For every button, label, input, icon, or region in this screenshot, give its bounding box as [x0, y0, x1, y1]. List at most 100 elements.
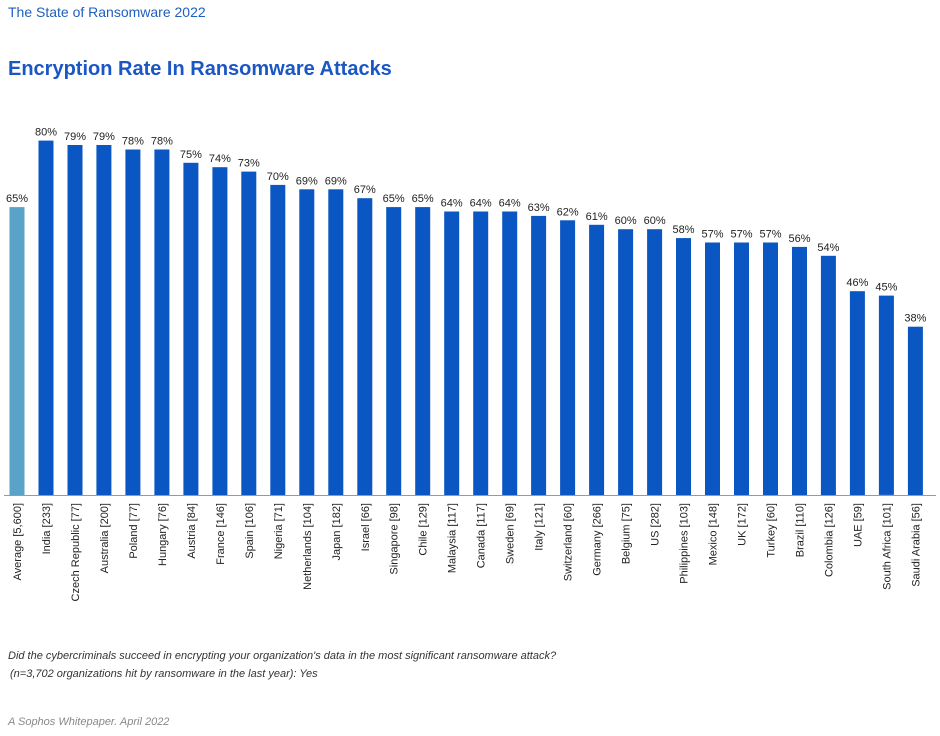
- bar-value-label: 64%: [470, 198, 492, 210]
- bar-average: [9, 207, 25, 495]
- bar: [792, 246, 807, 495]
- bar: [328, 189, 344, 496]
- bar-value-label: 75%: [180, 149, 202, 161]
- bar-value-label: 79%: [64, 131, 86, 143]
- bar-value-label: 67%: [354, 184, 376, 196]
- bar-value-label: 60%: [644, 215, 666, 227]
- bar-value-label: 73%: [238, 158, 260, 170]
- bar: [96, 145, 112, 495]
- category-label: UAE [59]: [852, 503, 864, 547]
- category-label: France [146]: [215, 503, 227, 565]
- bar: [415, 207, 431, 495]
- bar: [878, 295, 894, 495]
- bar: [183, 162, 199, 496]
- category-label: Brazil [110]: [795, 503, 807, 557]
- bar-value-label: 38%: [904, 313, 926, 325]
- bar: [357, 198, 373, 495]
- category-label: Netherlands [104]: [302, 503, 314, 590]
- category-label: Colombia [126]: [823, 503, 835, 577]
- category-label: Japan [182]: [331, 503, 343, 561]
- category-label: Average [5,600]: [12, 503, 24, 580]
- bar-chart: 65% Average [5,600] 80% India [233] 79% Czech…: [4, 127, 936, 601]
- bar: [531, 215, 547, 495]
- category-label: Mexico [148]: [708, 503, 720, 565]
- bar-value-label: 57%: [759, 229, 781, 241]
- bar-value-label: 60%: [615, 215, 637, 227]
- bar-value-label: 57%: [730, 229, 752, 241]
- bar-value-label: 58%: [672, 224, 694, 236]
- category-label: Spain [106]: [244, 503, 256, 559]
- bar: [125, 149, 141, 495]
- bar: [763, 242, 778, 495]
- category-label: Israel [66]: [360, 503, 372, 551]
- bar-value-label: 54%: [817, 242, 839, 254]
- bar: [705, 242, 720, 495]
- category-label: Germany [266]: [592, 503, 604, 576]
- bar: [444, 211, 460, 495]
- category-label: Turkey [60]: [766, 503, 778, 558]
- bar: [618, 229, 634, 495]
- category-label: India [233]: [41, 503, 53, 554]
- category-label: Czech Republic [77]: [70, 503, 82, 601]
- bar: [299, 189, 315, 496]
- report-title: The State of Ransomware 2022: [8, 4, 206, 20]
- bar-value-label: 65%: [383, 193, 405, 205]
- category-label: Sweden [69]: [505, 503, 517, 564]
- category-label: Italy [121]: [534, 503, 546, 551]
- sample-note: (n=3,702 organizations hit by ransomware…: [10, 668, 318, 680]
- bar: [212, 167, 228, 495]
- category-label: US [282]: [650, 503, 662, 546]
- bar-value-label: 69%: [296, 175, 318, 187]
- bar: [820, 255, 836, 495]
- bar-value-label: 80%: [35, 127, 57, 139]
- bar-value-label: 64%: [441, 198, 463, 210]
- bar-value-label: 70%: [267, 171, 289, 183]
- bar-value-label: 45%: [875, 282, 897, 294]
- category-label: Poland [77]: [128, 503, 140, 559]
- bar: [270, 184, 286, 495]
- category-label: Philippines [103]: [679, 503, 691, 584]
- footer-source: A Sophos Whitepaper. April 2022: [8, 716, 170, 728]
- bar: [560, 220, 576, 496]
- bar-value-label: 57%: [701, 229, 723, 241]
- category-label: Austria [84]: [186, 503, 198, 559]
- bar: [907, 326, 923, 495]
- bar: [849, 291, 865, 495]
- bar-value-label: 65%: [412, 193, 434, 205]
- category-label: Saudi Arabia [56]: [910, 503, 922, 587]
- category-label: Belgium [75]: [621, 503, 633, 564]
- bar: [647, 229, 663, 495]
- bar: [38, 140, 54, 495]
- bar-value-label: 64%: [499, 198, 521, 210]
- bar: [502, 211, 518, 495]
- bar-value-label: 78%: [151, 136, 173, 148]
- bar-value-label: 56%: [788, 233, 810, 245]
- bar-value-label: 46%: [846, 277, 868, 289]
- category-label: Australia [200]: [99, 503, 111, 573]
- bar-value-label: 69%: [325, 175, 347, 187]
- chart-title: Encryption Rate In Ransomware Attacks: [8, 58, 392, 80]
- bar: [67, 145, 83, 495]
- category-label: Malaysia [117]: [447, 503, 459, 573]
- bar: [589, 224, 605, 496]
- category-label: Canada [117]: [476, 503, 488, 568]
- category-label: Singapore [98]: [389, 503, 401, 575]
- bar-value-label: 78%: [122, 136, 144, 148]
- bar-value-label: 79%: [93, 131, 115, 143]
- category-label: Hungary [76]: [157, 503, 169, 566]
- bar: [473, 211, 489, 495]
- survey-question: Did the cybercriminals succeed in encryp…: [8, 650, 557, 662]
- bar-value-label: 74%: [209, 153, 231, 165]
- bar-value-label: 65%: [6, 193, 28, 205]
- bar: [241, 171, 257, 495]
- bar: [676, 238, 691, 495]
- bar: [386, 207, 402, 495]
- category-label: Switzerland [60]: [563, 503, 575, 581]
- bar-value-label: 62%: [557, 206, 579, 218]
- bar: [154, 149, 170, 495]
- category-label: UK [172]: [737, 503, 749, 546]
- bar: [734, 242, 749, 495]
- bar-value-label: 61%: [586, 211, 608, 223]
- category-label: Nigeria [71]: [273, 503, 285, 559]
- bar-value-label: 63%: [528, 202, 550, 214]
